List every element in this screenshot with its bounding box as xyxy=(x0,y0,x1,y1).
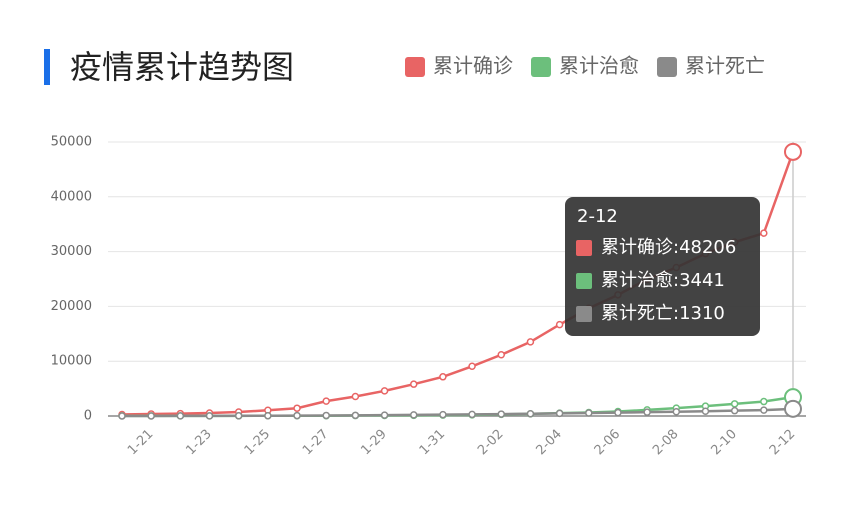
data-point xyxy=(526,409,535,418)
data-point xyxy=(526,338,535,346)
data-point xyxy=(234,412,243,420)
y-tick-label: 10000 xyxy=(51,354,92,369)
tooltip-item: 累计确诊:48206 xyxy=(601,237,736,258)
tooltip-swatch xyxy=(576,273,592,289)
legend-label: 累计治愈 xyxy=(559,54,639,78)
x-tick-label: 2-08 xyxy=(650,427,681,458)
data-point xyxy=(293,404,301,412)
x-tick-label: 1-31 xyxy=(417,427,448,458)
data-point xyxy=(643,408,651,416)
y-tick-label: 0 xyxy=(84,409,92,424)
data-point xyxy=(468,362,476,371)
data-point xyxy=(322,411,330,420)
data-point xyxy=(760,229,768,237)
legend-label: 累计确诊 xyxy=(433,54,513,78)
data-point xyxy=(351,392,360,401)
data-point xyxy=(380,387,389,395)
legend-swatch xyxy=(531,57,551,77)
data-point xyxy=(409,380,418,388)
data-point xyxy=(468,410,476,419)
data-point xyxy=(409,411,418,419)
data-point xyxy=(784,399,802,418)
chart-title: 疫情累计趋势图 xyxy=(70,48,294,86)
series-line xyxy=(122,407,794,418)
data-point xyxy=(672,407,681,416)
data-point xyxy=(760,406,768,414)
data-point xyxy=(351,411,360,420)
x-tick-label: 2-06 xyxy=(592,427,623,458)
data-point xyxy=(322,397,330,405)
tooltip-swatch xyxy=(576,306,592,322)
title-accent xyxy=(44,49,50,85)
data-point xyxy=(439,373,447,381)
tooltip-item: 累计死亡:1310 xyxy=(601,303,725,324)
data-point xyxy=(205,412,214,420)
data-point xyxy=(118,412,126,420)
legend-swatch xyxy=(405,57,425,77)
y-tick-label: 40000 xyxy=(51,189,92,204)
data-point xyxy=(439,410,447,419)
y-tick-label: 50000 xyxy=(51,135,92,150)
x-tick-label: 1-25 xyxy=(242,427,273,458)
x-tick-label: 1-29 xyxy=(358,427,389,458)
data-point xyxy=(497,410,506,418)
x-tick-label: 2-12 xyxy=(767,427,798,458)
tooltip-item: 累计治愈:3441 xyxy=(601,270,725,291)
x-tick-label: 1-21 xyxy=(125,427,156,458)
legend-label: 累计死亡 xyxy=(685,54,765,78)
data-point xyxy=(147,412,155,420)
legend-swatch xyxy=(657,57,677,77)
data-point xyxy=(784,142,802,161)
x-tick-label: 1-23 xyxy=(183,427,214,458)
data-point xyxy=(555,409,564,418)
data-point xyxy=(555,320,564,329)
data-point xyxy=(614,408,622,417)
data-point xyxy=(176,412,185,420)
data-point xyxy=(380,411,389,419)
data-point xyxy=(730,400,739,408)
data-point xyxy=(585,409,593,417)
x-tick-label: 2-04 xyxy=(533,427,564,458)
tooltip-box xyxy=(565,197,760,336)
tooltip-title: 2-12 xyxy=(577,206,618,227)
y-tick-label: 20000 xyxy=(51,299,92,314)
data-point xyxy=(293,411,301,420)
data-point xyxy=(497,351,506,359)
data-point xyxy=(264,411,272,420)
data-point xyxy=(760,397,768,406)
data-point xyxy=(701,407,710,415)
data-point xyxy=(730,406,739,415)
x-tick-label: 1-27 xyxy=(300,427,331,458)
y-tick-label: 30000 xyxy=(51,244,92,259)
x-tick-label: 2-02 xyxy=(475,427,506,458)
tooltip-swatch xyxy=(576,240,592,256)
x-tick-label: 2-10 xyxy=(708,427,739,458)
